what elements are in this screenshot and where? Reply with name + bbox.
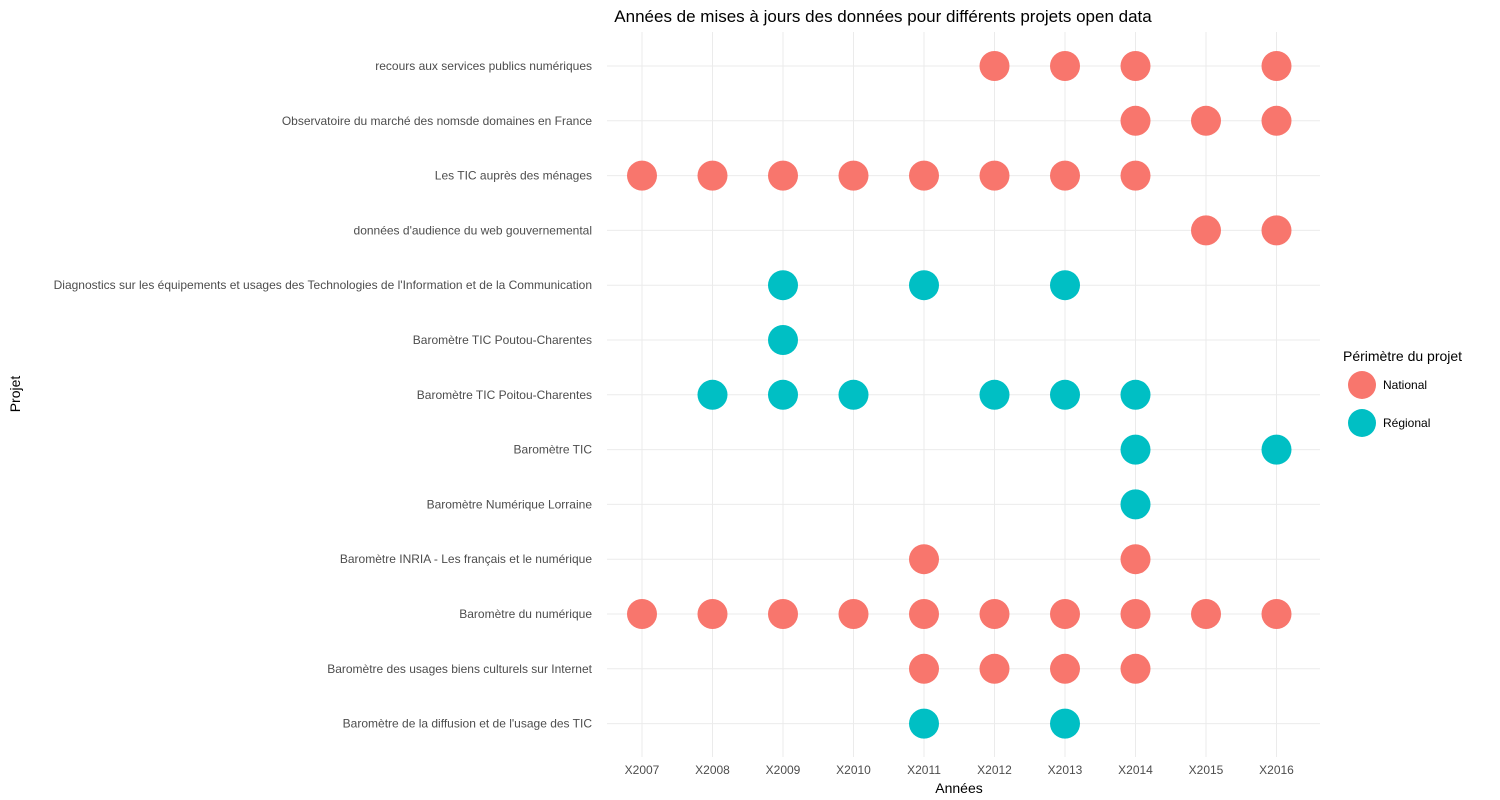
x-axis-title: Années — [935, 780, 982, 796]
data-point — [1120, 434, 1151, 465]
data-point — [768, 160, 798, 191]
data-point — [1191, 105, 1221, 136]
data-point — [909, 544, 939, 575]
data-point — [1191, 599, 1221, 629]
x-tick-label: X2013 — [1048, 763, 1083, 777]
data-point — [979, 599, 1010, 629]
legend-items: National Régional — [1348, 371, 1430, 437]
x-tick-label: X2016 — [1259, 763, 1294, 777]
data-point — [909, 270, 939, 301]
data-point — [1050, 270, 1080, 301]
x-tick-label: X2012 — [977, 763, 1012, 777]
x-tick-label: X2015 — [1189, 763, 1224, 777]
data-point — [979, 653, 1010, 684]
data-point — [1120, 160, 1151, 191]
y-tick-label: données d'audience du web gouvernemental — [354, 223, 592, 237]
data-point — [697, 379, 728, 410]
data-point — [1120, 51, 1151, 81]
data-point — [909, 160, 939, 191]
y-tick-label: recours aux services publics numériques — [375, 59, 592, 73]
data-point — [979, 160, 1010, 191]
data-point — [1050, 51, 1080, 81]
y-tick-label: Diagnostics sur les équipements et usage… — [54, 278, 592, 292]
data-point — [1261, 599, 1292, 629]
y-tick-label: Baromètre TIC — [514, 443, 593, 457]
data-point — [697, 160, 728, 191]
y-tick-labels: recours aux services publics numériques O… — [54, 59, 593, 731]
y-tick-label: Baromètre du numérique — [459, 607, 592, 621]
data-point — [909, 599, 939, 629]
data-point — [1050, 599, 1080, 629]
data-point — [838, 160, 869, 191]
data-point — [1261, 434, 1292, 465]
data-point — [1261, 215, 1292, 246]
legend: Périmètre du projet National Régional — [1343, 348, 1462, 437]
legend-label: National — [1383, 378, 1427, 392]
data-point — [768, 325, 798, 355]
x-tick-label: X2011 — [907, 763, 941, 777]
data-point — [1261, 51, 1292, 81]
y-tick-label: Baromètre INRIA - Les français et le num… — [340, 552, 592, 566]
data-point — [1120, 105, 1151, 136]
data-point — [909, 708, 939, 739]
chart-title: Années de mises à jours des données pour… — [614, 7, 1152, 26]
data-point — [697, 599, 728, 629]
data-point — [768, 379, 798, 410]
data-point — [627, 599, 657, 629]
data-point — [979, 51, 1010, 81]
data-point — [1050, 653, 1080, 684]
x-tick-label: X2010 — [836, 763, 871, 777]
data-point — [1120, 599, 1151, 629]
y-tick-label: Baromètre TIC Poitou-Charentes — [417, 388, 592, 402]
y-tick-label: Observatoire du marché des nomsde domain… — [282, 114, 592, 128]
data-point — [979, 379, 1010, 410]
data-point — [1261, 105, 1292, 136]
legend-key — [1348, 409, 1376, 437]
data-point — [1050, 160, 1080, 191]
y-tick-label: Baromètre Numérique Lorraine — [427, 497, 593, 511]
x-tick-label: X2007 — [625, 763, 660, 777]
legend-title: Périmètre du projet — [1343, 348, 1462, 364]
data-point — [768, 599, 798, 629]
y-axis-title: Projet — [7, 376, 23, 413]
data-point — [909, 653, 939, 684]
data-point — [1191, 215, 1221, 246]
data-points — [627, 51, 1292, 739]
legend-key — [1348, 371, 1376, 399]
y-tick-label: Baromètre des usages biens culturels sur… — [327, 662, 592, 676]
data-point — [838, 379, 869, 410]
data-point — [1050, 379, 1080, 410]
legend-label: Régional — [1383, 416, 1430, 430]
data-point — [1120, 489, 1151, 520]
data-point — [1120, 544, 1151, 575]
y-tick-label: Baromètre de la diffusion et de l'usage … — [343, 717, 593, 731]
y-tick-label: Baromètre TIC Poutou-Charentes — [413, 333, 592, 347]
data-point — [838, 599, 869, 629]
data-point — [1120, 379, 1151, 410]
y-tick-label: Les TIC auprès des ménages — [435, 169, 592, 183]
x-tick-label: X2008 — [695, 763, 730, 777]
x-tick-label: X2014 — [1118, 763, 1153, 777]
data-point — [768, 270, 798, 301]
data-point — [1050, 708, 1080, 739]
data-point — [1120, 653, 1151, 684]
x-tick-label: X2009 — [766, 763, 801, 777]
data-point — [627, 160, 657, 191]
x-tick-labels: X2007 X2008 X2009 X2010 X2011 X2012 X2013 X2014… — [625, 763, 1295, 777]
